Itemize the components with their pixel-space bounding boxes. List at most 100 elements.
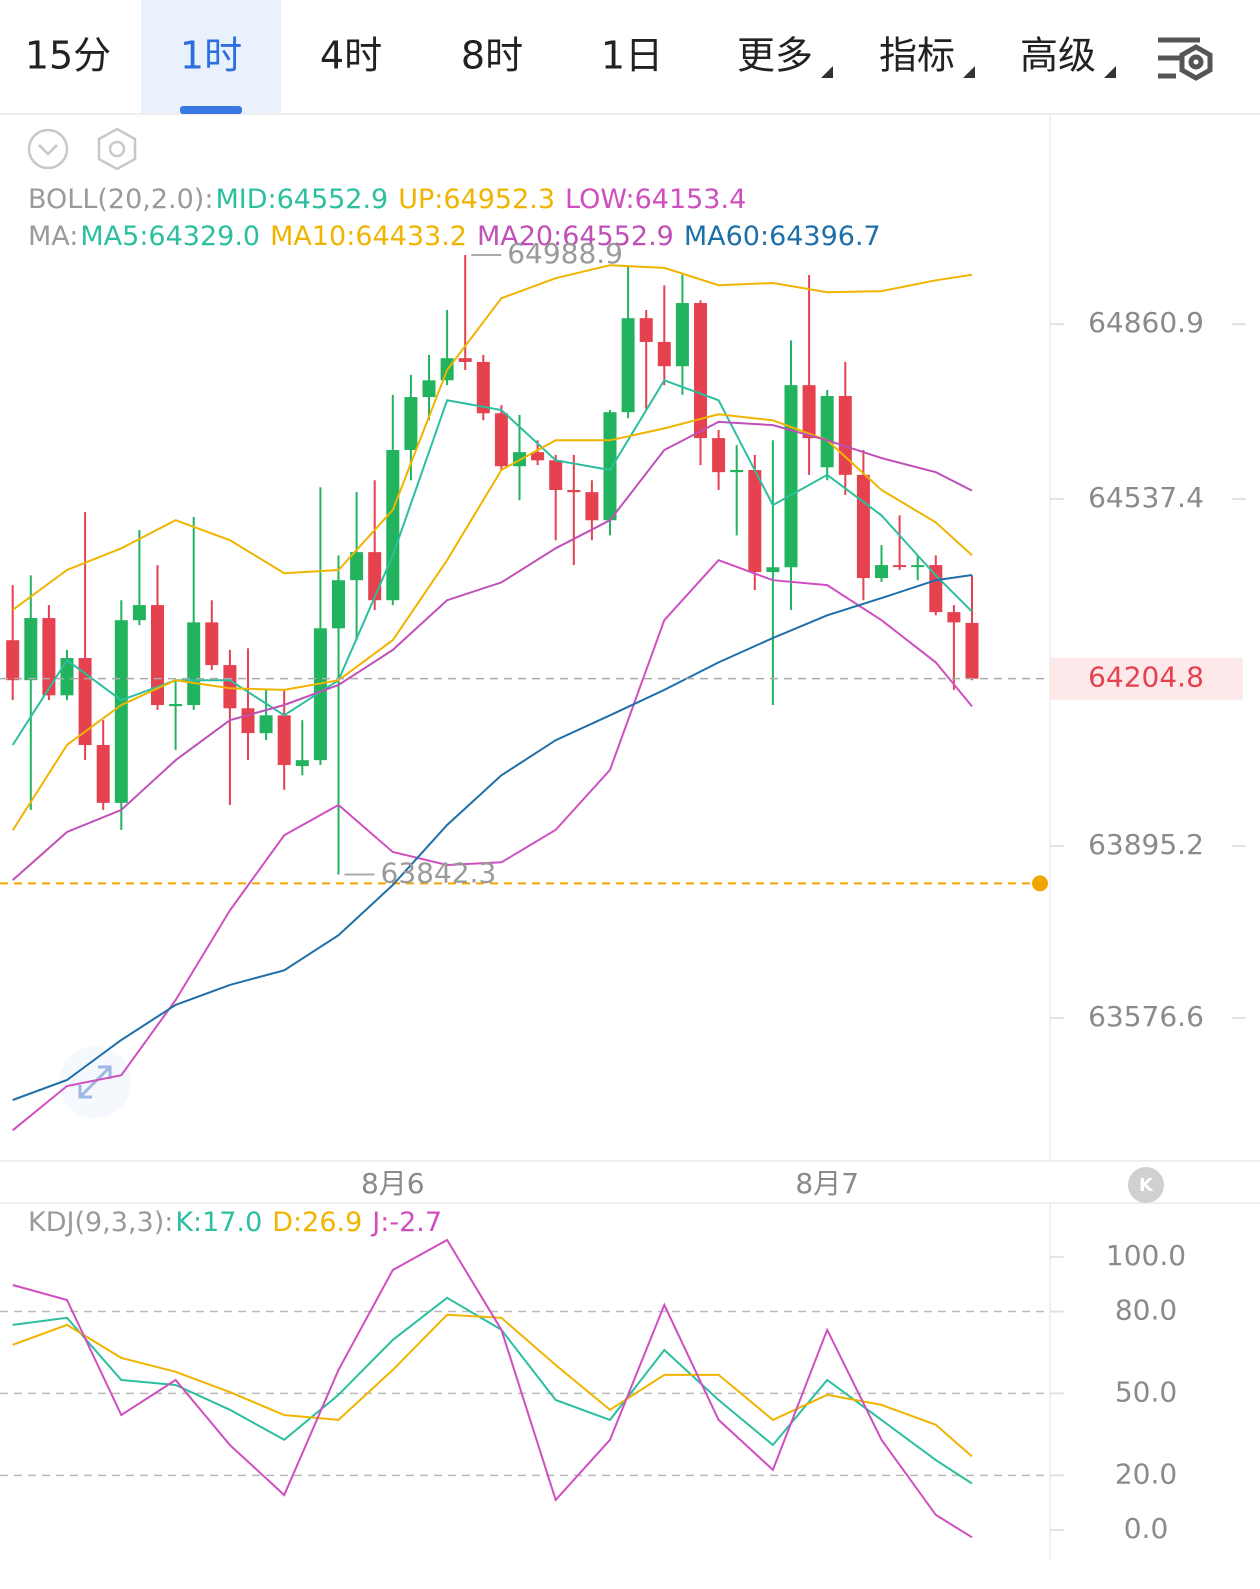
candle-body: [748, 469, 762, 573]
legend-item: UP:64952.3: [398, 184, 555, 215]
legend-item: MA10:64433.2: [270, 221, 467, 252]
candle-body: [259, 715, 273, 734]
tab[interactable]: 指标: [879, 34, 955, 78]
y-tick-label: 0.0: [1124, 1512, 1169, 1545]
svg-text:K: K: [1139, 1175, 1154, 1196]
tab-indicator: [180, 106, 242, 114]
candle-body: [712, 438, 726, 473]
legend-prefix: MA:: [28, 221, 78, 252]
candle-body: [295, 760, 309, 767]
y-tick-label: 100.0: [1106, 1239, 1186, 1272]
candle-body: [856, 474, 870, 579]
candle-body: [965, 622, 979, 679]
candle-body: [567, 489, 581, 493]
candle-body: [205, 622, 219, 666]
indicator-line: [12, 1238, 973, 1539]
candle-body: [132, 605, 146, 621]
y-tick-label: 80.0: [1115, 1294, 1177, 1327]
dropdown-caret: [821, 66, 833, 78]
candle-body: [766, 567, 780, 573]
extreme-label: 63842.3: [381, 857, 497, 890]
legend-row: BOLL(20,2.0):MID:64552.9 UP:64952.3 LOW:64…: [28, 184, 746, 215]
candle-body: [313, 628, 327, 761]
candle-body: [929, 565, 943, 613]
y-tick-label: 63576.6: [1088, 1000, 1204, 1033]
tab[interactable]: 更多: [737, 34, 813, 78]
candle-body: [24, 618, 38, 681]
candle-body: [603, 412, 617, 521]
tab[interactable]: 1日: [601, 34, 663, 78]
scroll-end-button[interactable]: K: [1128, 1167, 1164, 1203]
y-tick-label: 63895.2: [1088, 828, 1204, 861]
indicator-line: [12, 264, 973, 611]
tab[interactable]: 15分: [25, 34, 111, 78]
indicator-line: [12, 574, 973, 1101]
candle-body: [657, 341, 671, 367]
y-tick-label: 64537.4: [1088, 481, 1204, 514]
price-label: 64204.8: [1088, 661, 1204, 694]
tab[interactable]: 高级: [1020, 34, 1096, 78]
candle-body: [277, 715, 291, 766]
candle-body: [6, 640, 20, 681]
candle-body: [585, 492, 599, 521]
candle-body: [694, 303, 707, 439]
y-tick-label: 64860.9: [1088, 306, 1204, 339]
candle-body: [169, 703, 183, 707]
candle-body: [784, 385, 798, 568]
x-tick-label: 8月7: [795, 1167, 859, 1200]
y-tick-label: 20.0: [1115, 1457, 1177, 1490]
tab[interactable]: 4时: [320, 34, 382, 78]
legend-item: K:17.0: [175, 1207, 262, 1238]
candle-body: [730, 469, 744, 473]
candle-body: [458, 358, 472, 362]
candle-body: [802, 385, 816, 439]
legend-item: J:-2.7: [370, 1207, 442, 1238]
candle-body: [368, 552, 382, 601]
x-tick-label: 8月6: [361, 1167, 425, 1200]
indicator-line: [12, 559, 973, 1132]
dropdown-caret: [1104, 66, 1116, 78]
legend-item: MID:64552.9: [215, 184, 388, 215]
legend-item: MA5:64329.0: [80, 221, 260, 252]
candle-body: [114, 620, 128, 803]
candle-body: [350, 552, 364, 581]
candle-body: [838, 395, 852, 475]
tab[interactable]: 8时: [461, 34, 523, 78]
candle-body: [639, 318, 653, 342]
hex-settings-icon[interactable]: [97, 127, 137, 171]
legend-item: D:26.9: [272, 1207, 362, 1238]
extreme-label: 64988.9: [507, 237, 623, 270]
candle-body: [404, 397, 418, 451]
legend-prefix: BOLL(20,2.0):: [28, 184, 213, 215]
candle-body: [151, 605, 164, 706]
candle-body: [386, 450, 400, 601]
candle-body: [332, 580, 345, 629]
candle-body: [911, 565, 925, 568]
alert-dot: [1032, 875, 1048, 892]
candle-body: [60, 658, 74, 696]
indicator-line: [12, 420, 973, 881]
legend-row: KDJ(9,3,3):K:17.0 D:26.9 J:-2.7: [28, 1207, 442, 1238]
tab[interactable]: 1时: [180, 34, 242, 78]
candle-body: [78, 658, 92, 746]
collapse-icon[interactable]: [27, 128, 69, 170]
legend-item: LOW:64153.4: [565, 184, 746, 215]
expand-icon[interactable]: [59, 1046, 131, 1118]
settings-icon[interactable]: [1158, 37, 1213, 81]
tab-active-bg: [141, 0, 281, 113]
legend-row: MA:MA5:64329.0 MA10:64433.2 MA20:64552.9 MA…: [28, 221, 881, 252]
candle-body: [42, 618, 56, 696]
candle-body: [947, 612, 961, 623]
price-label-bg: [1050, 657, 1243, 700]
y-tick-label: 50.0: [1115, 1375, 1177, 1408]
candle-body: [494, 413, 508, 467]
legend-item: MA60:64396.7: [684, 221, 881, 252]
candle-body: [675, 303, 689, 367]
candle-body: [476, 361, 490, 414]
indicator-line: [12, 1313, 973, 1458]
candle-body: [187, 622, 201, 706]
dropdown-caret: [963, 66, 975, 78]
candle-body: [621, 318, 635, 413]
